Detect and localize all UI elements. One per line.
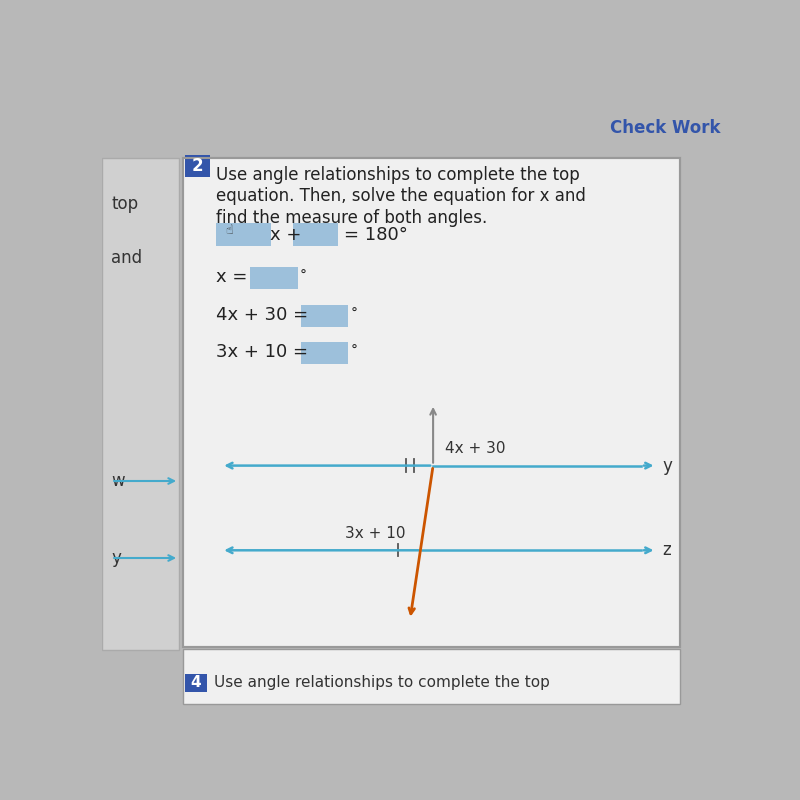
Text: y: y: [662, 457, 673, 474]
Text: x =: x =: [216, 268, 247, 286]
Text: = 180°: = 180°: [344, 226, 408, 243]
Bar: [250, 267, 298, 289]
Text: °: °: [300, 269, 307, 282]
Text: 3x + 10: 3x + 10: [345, 526, 405, 541]
Text: Use angle relationships to complete the top: Use angle relationships to complete the …: [214, 675, 550, 690]
Text: and: and: [111, 249, 142, 266]
Text: 4x + 30 =: 4x + 30 =: [216, 306, 308, 325]
Text: Check Work: Check Work: [610, 119, 721, 137]
Text: top: top: [111, 195, 138, 213]
Bar: [301, 306, 349, 327]
Bar: [102, 158, 179, 650]
Text: x +: x +: [270, 226, 302, 243]
Bar: [183, 158, 679, 646]
Bar: [687, 158, 718, 650]
Text: 3x + 10 =: 3x + 10 =: [216, 343, 308, 362]
Text: z: z: [662, 542, 671, 559]
Bar: [185, 155, 210, 177]
Bar: [216, 223, 271, 246]
Text: °: °: [350, 307, 358, 321]
Bar: [293, 223, 338, 246]
Text: equation. Then, solve the equation for x and: equation. Then, solve the equation for x…: [216, 187, 586, 205]
Text: °: °: [350, 344, 358, 358]
Text: y: y: [111, 549, 121, 567]
Text: 2: 2: [192, 157, 203, 175]
Text: w: w: [111, 472, 125, 490]
Bar: [183, 649, 679, 704]
Text: find the measure of both angles.: find the measure of both angles.: [216, 209, 487, 226]
Text: 4: 4: [190, 675, 202, 690]
Bar: [301, 342, 349, 364]
Text: ☝: ☝: [226, 224, 233, 238]
Text: Use angle relationships to complete the top: Use angle relationships to complete the …: [216, 166, 580, 183]
Text: 4x + 30: 4x + 30: [445, 442, 505, 456]
Bar: [183, 158, 679, 646]
Bar: [185, 674, 206, 692]
